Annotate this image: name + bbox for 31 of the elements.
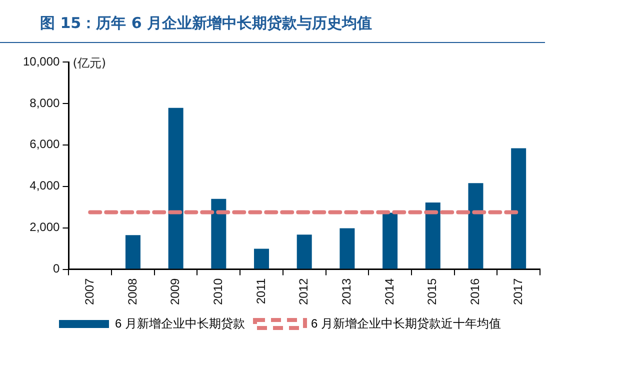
x-tick-label: 2013 [340, 278, 354, 306]
bar [511, 148, 526, 269]
x-tick-label: 2011 [254, 278, 268, 304]
bar [168, 108, 184, 269]
y-tick-label: 4,000 [30, 178, 60, 193]
bar [425, 202, 440, 269]
chart-title: 图 15：历年 6 月企业新增中长期贷款与历史均值 [40, 14, 372, 33]
x-tick-label: 2015 [425, 278, 440, 306]
y-tick-label: 8,000 [30, 96, 60, 110]
x-tick-label: 2009 [168, 278, 182, 306]
y-tick-label: 10,000 [23, 54, 60, 68]
y-tick-label: 2,000 [30, 220, 60, 234]
legend-label: 6 月新增企业中长期贷款近十年均值 [311, 316, 502, 330]
bar [340, 228, 355, 269]
bar [296, 234, 312, 269]
x-tick-label: 2008 [125, 278, 140, 306]
x-tick-label: 2014 [382, 278, 396, 306]
y-tick-label: 6,000 [30, 137, 60, 152]
x-tick-label: 2012 [296, 278, 311, 306]
legend-label: 6 月新增企业中长期贷款 [114, 316, 246, 330]
bar [254, 248, 270, 269]
bar [382, 212, 398, 269]
bar [211, 198, 226, 269]
y-axis-title: (亿元) [72, 56, 106, 70]
x-tick-label: 2017 [510, 278, 525, 306]
x-tick-label: 2010 [210, 278, 225, 306]
x-tick-label: 2016 [468, 278, 482, 306]
y-tick-label: 0 [53, 262, 60, 276]
bar [125, 235, 140, 269]
bar [468, 183, 484, 269]
x-tick-label: 2007 [82, 278, 96, 306]
